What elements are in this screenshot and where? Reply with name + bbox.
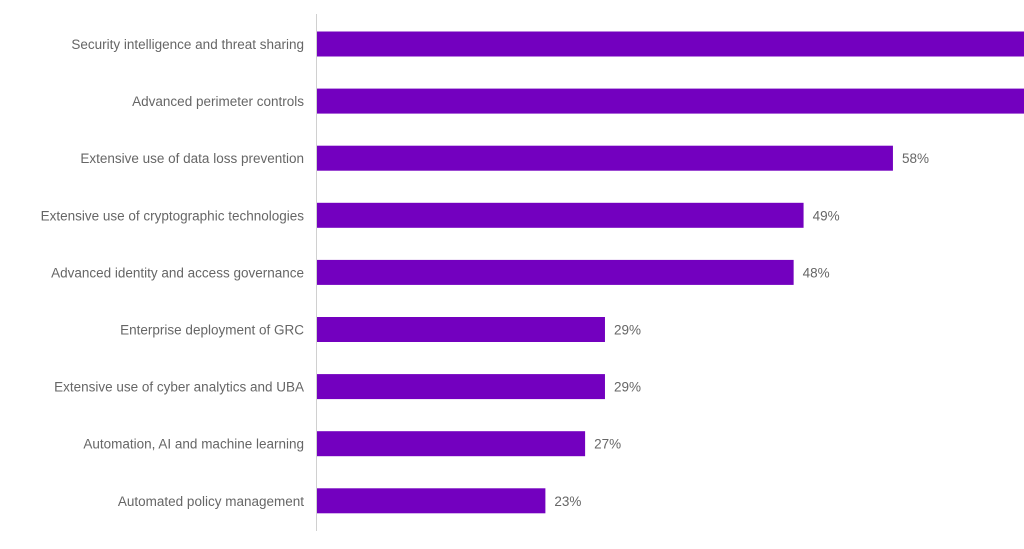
category-label: Extensive use of cyber analytics and UBA	[54, 380, 304, 395]
category-label: Security intelligence and threat sharing	[71, 37, 304, 52]
value-label: 29%	[614, 323, 641, 338]
value-label: 23%	[554, 494, 581, 509]
category-label: Automation, AI and machine learning	[83, 437, 304, 452]
category-label: Extensive use of data loss prevention	[80, 151, 304, 166]
bar	[317, 259, 794, 285]
category-label: Extensive use of cryptographic technolog…	[41, 208, 305, 223]
bar	[317, 145, 893, 171]
value-label: 58%	[902, 151, 929, 166]
bar	[317, 202, 804, 228]
category-label: Automated policy management	[118, 494, 304, 509]
bar	[317, 374, 605, 400]
value-label: 49%	[813, 208, 840, 223]
category-label: Advanced perimeter controls	[132, 94, 304, 109]
bar	[317, 488, 546, 514]
value-label: 29%	[614, 380, 641, 395]
category-label: Advanced identity and access governance	[51, 265, 304, 280]
value-label: 48%	[803, 265, 830, 280]
category-label: Enterprise deployment of GRC	[120, 323, 304, 338]
bar	[317, 88, 1024, 114]
bar	[317, 31, 1024, 57]
bar	[317, 317, 605, 342]
value-label: 27%	[594, 437, 621, 452]
bar	[317, 431, 586, 457]
